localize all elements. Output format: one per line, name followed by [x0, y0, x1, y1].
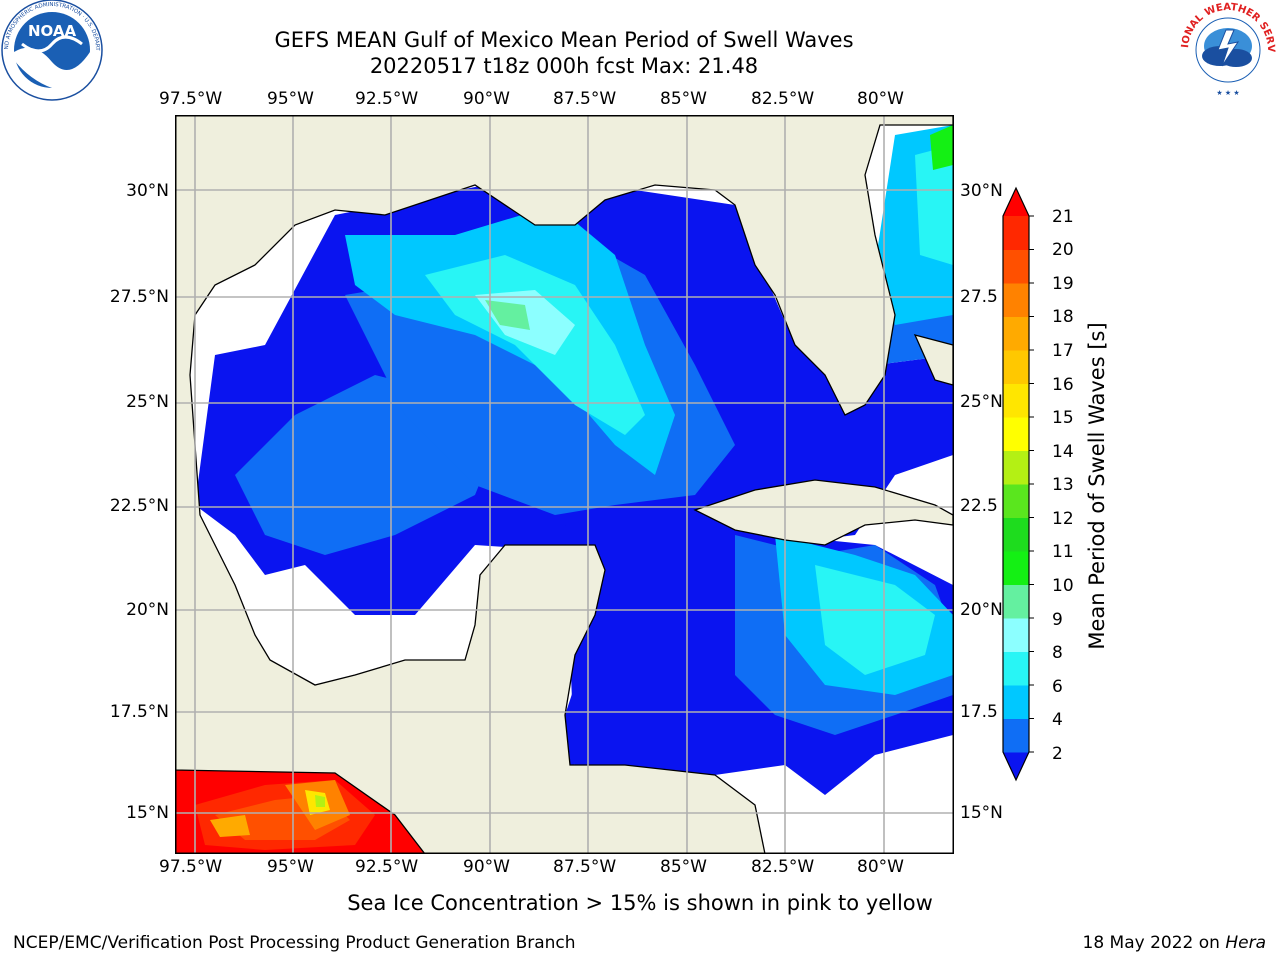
footer-date: 18 May 2022 on Hera: [1083, 933, 1267, 953]
colorbar-segment: [1003, 216, 1029, 250]
lat-tick-left: 22.5°N: [109, 496, 169, 516]
colorbar-tick: 20: [1052, 240, 1074, 260]
colorbar-tick: 14: [1052, 442, 1074, 462]
land-masses: [175, 115, 954, 854]
colorbar-segment: [1003, 651, 1029, 686]
lon-tick-top: 95°W: [267, 89, 314, 109]
lon-tick-top: 90°W: [463, 89, 510, 109]
colorbar-segment: [1003, 551, 1029, 585]
noaa-logo: NOAA NATIONAL OCEANIC AND ATMOSPHERIC AD…: [0, 0, 103, 101]
colorbar-tick: 4: [1052, 710, 1063, 730]
colorbar-tick: 15: [1052, 408, 1074, 428]
map-border: [175, 115, 954, 854]
colorbar-tick: 8: [1052, 643, 1063, 663]
lat-tick-left: 30°N: [126, 181, 169, 201]
lat-tick-right: 22.5: [960, 496, 998, 516]
lon-tick-bottom: 92.5°W: [355, 857, 419, 877]
colorbar-segment: [1003, 249, 1029, 284]
lon-tick-top: 85°W: [660, 89, 707, 109]
graticule: [175, 115, 954, 854]
colorbar-tick: 12: [1052, 509, 1074, 529]
lon-tick-top: 80°W: [857, 89, 904, 109]
colorbar-segment: [1003, 283, 1029, 317]
colorbar-segment: [1003, 718, 1029, 753]
colorbar-segment: [1003, 584, 1029, 619]
colorbar-tick: 21: [1052, 207, 1074, 227]
lat-tick-left: 27.5°N: [109, 287, 169, 307]
lat-tick-right: 25°N: [960, 392, 1003, 412]
colorbar-tick: 6: [1052, 677, 1063, 697]
lat-tick-left: 17.5°N: [109, 702, 169, 722]
lon-tick-top: 97.5°W: [159, 89, 223, 109]
map-title: GEFS MEAN Gulf of Mexico Mean Period of …: [274, 28, 854, 52]
nws-logo: NATIONAL WEATHER SERVICE ★ ★ ★: [1176, 0, 1276, 97]
lat-tick-right: 30°N: [960, 181, 1003, 201]
lon-tick-bottom: 97.5°W: [159, 857, 223, 877]
lat-tick-left: 25°N: [126, 392, 169, 412]
map-subtitle-run: 20220517 t18z 000h fcst Max: 21.48: [369, 54, 759, 78]
swell-field: [175, 125, 953, 854]
lat-tick-left: 20°N: [126, 600, 169, 620]
lon-tick-bottom: 90°W: [463, 857, 510, 877]
colorbar-extend-min: [1003, 752, 1029, 780]
colorbar-segment: [1003, 517, 1029, 552]
lon-tick-bottom: 80°W: [857, 857, 904, 877]
lon-tick-bottom: 95°W: [267, 857, 314, 877]
colorbar-segment: [1003, 618, 1029, 652]
colorbar-tick: 19: [1052, 274, 1074, 294]
colorbar-segment: [1003, 685, 1029, 719]
noaa-logo-text: NOAA: [28, 22, 77, 40]
swell-period-map: [175, 115, 954, 854]
lat-tick-right: 20°N: [960, 600, 1003, 620]
footer-credit: NCEP/EMC/Verification Post Processing Pr…: [13, 933, 576, 953]
sea-ice-note: Sea Ice Concentration > 15% is shown in …: [347, 891, 933, 915]
svg-text:★ ★ ★: ★ ★ ★: [1216, 89, 1239, 97]
lat-tick-right: 15°N: [960, 803, 1003, 823]
colorbar-label: Mean Period of Swell Waves [s]: [1085, 322, 1109, 650]
colorbar-segment: [1003, 450, 1029, 485]
colorbar-tick: 11: [1052, 542, 1074, 562]
colorbar-tick: 17: [1052, 341, 1074, 361]
colorbar-segment: [1003, 350, 1029, 384]
colorbar-segment: [1003, 484, 1029, 518]
colorbar-segment: [1003, 417, 1029, 451]
colorbar-tick: 2: [1052, 744, 1063, 764]
lat-tick-right: 17.5: [960, 702, 998, 722]
footer-host: Hera: [1225, 933, 1266, 953]
colorbar-extend-max: [1003, 188, 1029, 216]
colorbar-tick: 18: [1052, 307, 1074, 327]
footer-date-text: 18 May 2022 on: [1082, 933, 1226, 953]
colorbar: [1002, 186, 1034, 782]
lon-tick-top: 92.5°W: [355, 89, 419, 109]
colorbar-tick: 9: [1052, 610, 1063, 630]
lon-tick-top: 82.5°W: [751, 89, 815, 109]
colorbar-tick: 10: [1052, 576, 1074, 596]
lon-tick-bottom: 85°W: [660, 857, 707, 877]
lon-tick-top: 87.5°W: [553, 89, 617, 109]
lon-tick-bottom: 82.5°W: [751, 857, 815, 877]
colorbar-segment: [1003, 383, 1029, 418]
colorbar-segment: [1003, 316, 1029, 351]
colorbar-tick: 16: [1052, 375, 1074, 395]
lat-tick-left: 15°N: [126, 803, 169, 823]
lat-tick-right: 27.5: [960, 287, 998, 307]
lon-tick-bottom: 87.5°W: [553, 857, 617, 877]
colorbar-tick: 13: [1052, 475, 1074, 495]
